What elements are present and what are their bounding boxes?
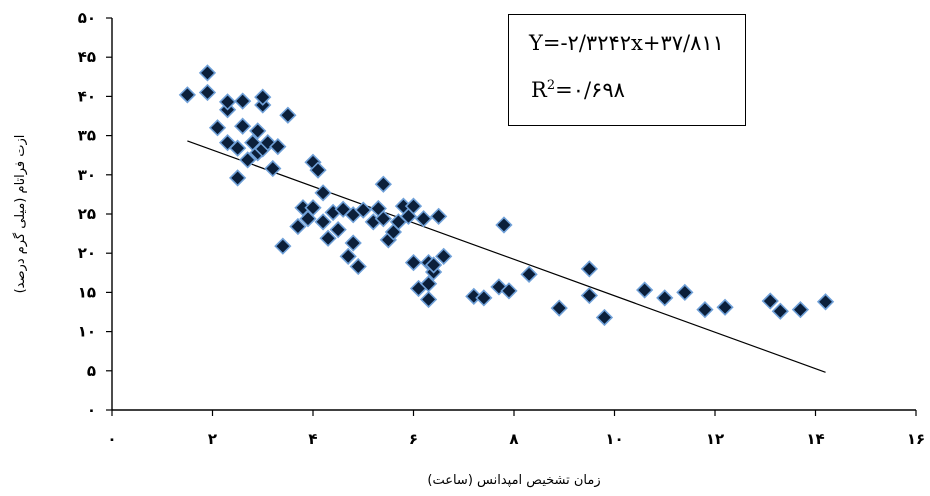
x-tick-label: ۰ [107,430,116,448]
data-point [791,301,810,319]
data-point [636,281,654,299]
data-point [771,302,789,320]
data-point [500,282,518,300]
x-tick-label: ۴ [308,430,317,448]
y-tick-label: ۲۵ [78,205,96,223]
data-point [404,197,423,215]
r-squared-value: =۰/۶۹۸ [555,78,625,102]
data-point [279,106,297,124]
data-point [289,217,307,236]
data-point [218,93,237,111]
data-point [198,64,217,82]
y-tick-label: ۵ [87,362,96,380]
data-point [374,210,392,228]
regression-equation-box: Y=-۲/۳۲۴۲x+۳۷/۸۱۱ R2=۰/۶۹۸ [508,14,746,126]
data-point [429,207,448,225]
y-tick-label: ۰ [87,401,96,419]
data-point [475,289,493,307]
data-point [228,139,247,157]
x-tick-label: ۱۶ [907,430,925,448]
y-tick-label: ۴۵ [78,48,96,66]
y-tick-label: ۳۰ [78,166,96,184]
x-tick-label: ۱۰ [605,430,623,448]
data-point [580,286,599,305]
r-squared-symbol: R [531,78,547,102]
data-point [374,175,392,193]
y-tick-label: ۴۰ [78,87,96,105]
scatter-points [178,64,835,327]
data-point [314,213,332,231]
data-point [249,122,267,140]
x-axis-title: زمان تشخیص امپدانس (ساعت) [427,473,600,488]
data-point [309,161,327,179]
data-point [234,92,252,110]
data-point [208,119,227,137]
data-point [656,289,674,307]
y-tick-label: ۱۰ [78,323,96,341]
data-point [520,265,538,283]
r-squared-exponent: 2 [546,78,556,93]
trendline-layer [187,140,826,373]
data-point [354,201,372,219]
x-tick-label: ۱۲ [706,430,724,448]
data-point [716,298,734,316]
data-point [339,247,357,265]
x-tick-label: ۱۴ [806,430,824,448]
data-point [304,199,322,217]
data-point [178,86,197,104]
data-point [319,229,337,247]
data-point [314,184,332,202]
trendline [187,140,826,373]
y-axis-title: ازت فراتام (میلی گرم درصد) [12,135,28,294]
data-point [269,137,287,156]
y-tick-label: ۱۵ [78,283,96,301]
data-point [419,290,438,309]
x-tick-label: ۶ [409,430,418,448]
data-point [239,151,257,169]
data-point [550,299,568,317]
data-point [274,237,292,255]
x-tick-label: ۲ [208,430,217,448]
data-point [676,283,694,302]
data-point [414,210,433,228]
y-tick-label: ۳۵ [78,127,96,145]
data-point [595,308,614,327]
data-point [404,253,423,272]
x-axis-ticks: ۰ ۲ ۴ ۶ ۸ ۱۰ ۱۲ ۱۴ ۱۶ [107,410,925,448]
y-axis-ticks: ۰ ۵ ۱۰ ۱۵ ۲۰ ۲۵ ۳۰ ۳۵ ۴۰ ۴۵ ۵۰ [78,9,112,419]
data-point [264,159,282,178]
data-point [234,117,252,135]
data-point [424,256,443,274]
data-point [228,169,247,187]
data-point [761,292,779,310]
x-tick-label: ۸ [509,430,518,448]
data-point [816,293,835,311]
data-point [435,247,453,265]
data-point [580,260,599,278]
data-point [329,221,347,239]
data-point [696,301,714,319]
data-point [349,257,367,276]
data-point [344,234,362,252]
r-squared-label: R2=۰/۶۹۸ [531,78,625,102]
data-point [495,216,513,234]
y-tick-label: ۵۰ [78,9,96,27]
data-point [198,83,217,102]
regression-equation: Y=-۲/۳۲۴۲x+۳۷/۸۱۱ [529,31,724,55]
data-point [254,88,272,106]
y-tick-label: ۲۰ [78,244,96,262]
